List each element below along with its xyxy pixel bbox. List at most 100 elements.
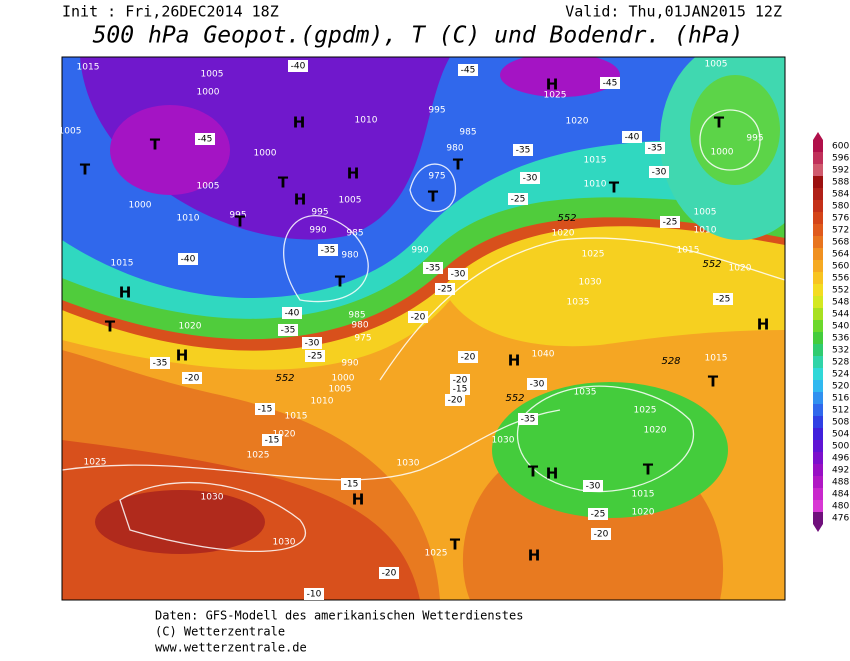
pressure-label: 1030	[273, 538, 296, 548]
high-marker: H	[119, 284, 132, 302]
pressure-label: 995	[311, 208, 328, 218]
colorbar-label: 540	[832, 322, 849, 332]
pressure-label: 1030	[492, 436, 515, 446]
pressure-label: 1015	[77, 63, 100, 73]
pressure-label: 1040	[532, 350, 555, 360]
temperature-label: -40	[181, 255, 196, 265]
colorbar-swatch	[813, 308, 823, 320]
isobar	[516, 385, 695, 493]
colorbar-label: 480	[832, 502, 849, 512]
temperature-label-box	[660, 216, 680, 228]
colorbar-label: 568	[832, 238, 849, 248]
pressure-label: 1015	[111, 259, 134, 269]
pressure-label: 1005	[59, 127, 82, 137]
pressure-label: 985	[459, 128, 476, 138]
colorbar-swatch	[813, 380, 823, 392]
pressure-label: 990	[341, 359, 358, 369]
low-marker: T	[235, 213, 246, 231]
colorbar-swatch	[813, 428, 823, 440]
temperature-label-box	[450, 383, 470, 395]
colorbar-swatch	[813, 260, 823, 272]
temperature-label: -25	[511, 195, 526, 205]
colorbar-swatch	[813, 440, 823, 452]
pressure-label: 1015	[584, 156, 607, 166]
temperature-label-box	[649, 166, 669, 178]
pressure-label: 980	[341, 251, 358, 261]
pressure-label: 990	[309, 226, 326, 236]
temperature-label: -25	[716, 295, 731, 305]
colorbar-swatch	[813, 140, 823, 152]
pressure-label: 1020	[729, 264, 752, 274]
temperature-label-box	[288, 60, 308, 72]
colorbar-label: 580	[832, 202, 849, 212]
pressure-label: 1010	[584, 180, 607, 190]
field-yellow	[62, 226, 785, 370]
pressure-label: 1005	[694, 208, 717, 218]
high-marker: H	[546, 76, 559, 94]
pressure-label: 1000	[254, 149, 277, 159]
title: 500 hPa Geopot.(gpdm), T (C) und Bodendr…	[93, 23, 744, 49]
pressure-label: 995	[229, 211, 246, 221]
colorbar-swatch	[813, 248, 823, 260]
temperature-label-box	[282, 307, 302, 319]
colorbar-label: 500	[832, 442, 849, 452]
low-marker: T	[714, 114, 725, 132]
temperature-label-box	[182, 372, 202, 384]
temperature-label-box	[588, 508, 608, 520]
temperature-label: -30	[305, 339, 320, 349]
high-marker: H	[294, 191, 307, 209]
pressure-label: 1015	[285, 412, 308, 422]
footer-line: (C) Wetterzentrale	[155, 625, 285, 639]
colorbar-label: 584	[832, 190, 849, 200]
high-marker: H	[508, 352, 521, 370]
temperature-label-box	[520, 172, 540, 184]
temperature-label: -45	[603, 79, 618, 89]
pressure-label: 1025	[582, 250, 605, 260]
low-marker: T	[335, 273, 346, 291]
colorbar-label: 516	[832, 394, 849, 404]
temperature-label: -10	[307, 590, 322, 600]
colorbar-swatch	[813, 284, 823, 296]
temperature-label: -30	[451, 270, 466, 280]
high-marker: H	[347, 165, 360, 183]
colorbar-swatch	[813, 416, 823, 428]
colorbar-label: 512	[832, 406, 849, 416]
colorbar-swatch	[813, 476, 823, 488]
pressure-label: 1015	[705, 354, 728, 364]
colorbar-swatch	[813, 344, 823, 356]
colorbar-swatch	[813, 296, 823, 308]
high-marker: H	[546, 465, 559, 483]
temperature-label-box	[435, 283, 455, 295]
colorbar-swatch	[813, 236, 823, 248]
temperature-label: -40	[625, 133, 640, 143]
temperature-label: -15	[344, 480, 359, 490]
temperature-label-box	[305, 350, 325, 362]
pressure-label: 1030	[201, 493, 224, 503]
high-marker: H	[352, 491, 365, 509]
pressure-label: 995	[428, 106, 445, 116]
temperature-label: -35	[648, 144, 663, 154]
colorbar-swatch	[813, 512, 823, 524]
map-field	[62, 57, 785, 600]
temperature-label-box	[379, 567, 399, 579]
low-marker: T	[453, 156, 464, 174]
high-marker: H	[293, 114, 306, 132]
field-darkred	[95, 490, 265, 554]
pressure-label: 980	[351, 321, 368, 331]
low-marker: T	[528, 463, 539, 481]
pressure-label: 1005	[197, 182, 220, 192]
temperature-label: -35	[521, 415, 536, 425]
temperature-label: -35	[153, 359, 168, 369]
pressure-label: 980	[446, 144, 463, 154]
pressure-label: 1020	[273, 430, 296, 440]
colorbar-swatch	[813, 452, 823, 464]
colorbar-label: 504	[832, 430, 849, 440]
colorbar-label: 488	[832, 478, 849, 488]
low-marker: T	[708, 373, 719, 391]
temperature-label: -35	[426, 264, 441, 274]
colorbar-label: 556	[832, 274, 849, 284]
field-violet	[110, 105, 230, 195]
temperature-label: -15	[258, 405, 273, 415]
colorbar-label: 508	[832, 418, 849, 428]
